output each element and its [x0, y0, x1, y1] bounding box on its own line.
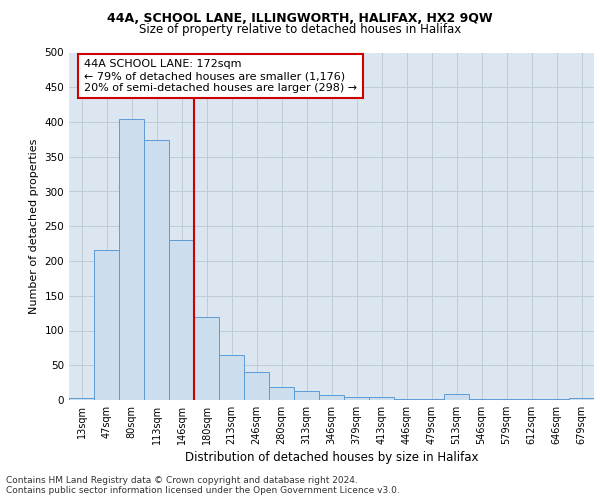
Text: Contains HM Land Registry data © Crown copyright and database right 2024.
Contai: Contains HM Land Registry data © Crown c…: [6, 476, 400, 495]
Text: 44A SCHOOL LANE: 172sqm
← 79% of detached houses are smaller (1,176)
20% of semi: 44A SCHOOL LANE: 172sqm ← 79% of detache…: [84, 60, 357, 92]
Bar: [344, 397, 369, 400]
Bar: [119, 119, 144, 400]
Bar: [244, 372, 269, 400]
Text: 44A, SCHOOL LANE, ILLINGWORTH, HALIFAX, HX2 9QW: 44A, SCHOOL LANE, ILLINGWORTH, HALIFAX, …: [107, 12, 493, 26]
Bar: [219, 355, 244, 400]
Bar: [369, 397, 394, 400]
Bar: [69, 398, 94, 400]
Bar: [294, 391, 319, 400]
Bar: [94, 250, 119, 400]
Text: Size of property relative to detached houses in Halifax: Size of property relative to detached ho…: [139, 22, 461, 36]
Bar: [319, 395, 344, 400]
Y-axis label: Number of detached properties: Number of detached properties: [29, 138, 39, 314]
Bar: [569, 398, 594, 400]
Bar: [444, 394, 469, 400]
X-axis label: Distribution of detached houses by size in Halifax: Distribution of detached houses by size …: [185, 451, 478, 464]
Bar: [169, 240, 194, 400]
Bar: [269, 388, 294, 400]
Bar: [194, 316, 219, 400]
Bar: [144, 140, 169, 400]
